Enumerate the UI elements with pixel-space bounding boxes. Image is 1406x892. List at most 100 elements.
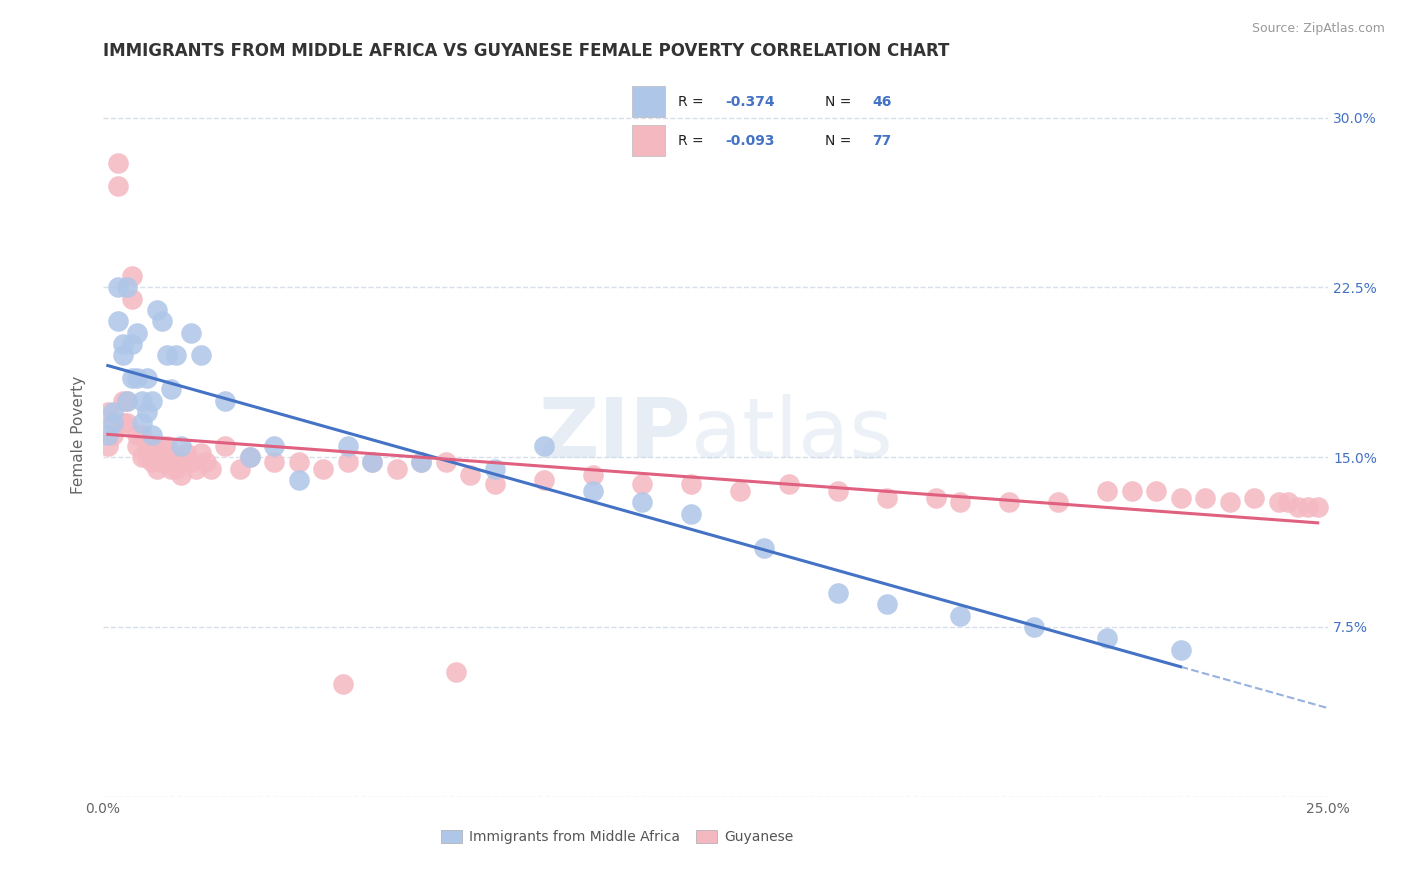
Point xyxy=(1047,495,1070,509)
Point xyxy=(1218,495,1240,509)
Point xyxy=(288,455,311,469)
Point xyxy=(679,507,702,521)
Point xyxy=(214,393,236,408)
Point xyxy=(136,439,159,453)
Point xyxy=(127,371,149,385)
Point xyxy=(101,427,124,442)
Point xyxy=(136,450,159,465)
Point xyxy=(101,405,124,419)
Point xyxy=(97,405,120,419)
Point xyxy=(827,586,849,600)
Point xyxy=(1267,495,1289,509)
Point xyxy=(484,461,506,475)
Point xyxy=(998,495,1021,509)
Point xyxy=(127,427,149,442)
Point xyxy=(336,455,359,469)
Point xyxy=(1277,495,1299,509)
Point xyxy=(165,461,187,475)
Point xyxy=(1170,491,1192,505)
Point xyxy=(141,393,163,408)
Point xyxy=(121,337,143,351)
Point xyxy=(1194,491,1216,505)
Point xyxy=(150,314,173,328)
Point xyxy=(434,455,457,469)
Point xyxy=(141,439,163,453)
Point xyxy=(184,461,207,475)
Point xyxy=(1296,500,1319,514)
Point xyxy=(180,326,202,340)
Point xyxy=(1022,620,1045,634)
Point xyxy=(190,348,212,362)
Point xyxy=(160,455,183,469)
Legend: Immigrants from Middle Africa, Guyanese: Immigrants from Middle Africa, Guyanese xyxy=(441,830,793,844)
Point xyxy=(101,417,124,431)
Point xyxy=(117,280,139,294)
Point xyxy=(582,468,605,483)
Point xyxy=(165,348,187,362)
Point xyxy=(101,417,124,431)
Point xyxy=(131,417,153,431)
Point xyxy=(949,495,972,509)
Text: ZIP: ZIP xyxy=(538,394,690,475)
Point xyxy=(194,455,217,469)
Point xyxy=(458,468,481,483)
Point xyxy=(165,450,187,465)
Point xyxy=(150,455,173,469)
Point xyxy=(1306,500,1329,514)
Point xyxy=(155,455,177,469)
Point xyxy=(107,156,129,170)
Point xyxy=(150,439,173,453)
Text: atlas: atlas xyxy=(690,394,893,475)
Point xyxy=(263,439,285,453)
Point xyxy=(174,446,197,460)
Point xyxy=(1095,484,1118,499)
Point xyxy=(1286,500,1309,514)
Point xyxy=(876,598,898,612)
Point xyxy=(111,417,134,431)
Point xyxy=(411,455,433,469)
Point xyxy=(117,417,139,431)
Point xyxy=(121,371,143,385)
Point xyxy=(239,450,262,465)
Point xyxy=(97,439,120,453)
Point xyxy=(170,455,193,469)
Point xyxy=(361,455,384,469)
Point xyxy=(111,348,134,362)
Point xyxy=(312,461,335,475)
Point xyxy=(754,541,776,555)
Point xyxy=(1121,484,1143,499)
Point xyxy=(876,491,898,505)
Point xyxy=(107,280,129,294)
Point xyxy=(160,461,183,475)
Point xyxy=(411,455,433,469)
Point xyxy=(533,473,555,487)
Point xyxy=(146,303,169,318)
Point xyxy=(155,348,177,362)
Point xyxy=(97,427,120,442)
Point xyxy=(728,484,751,499)
Point xyxy=(107,178,129,193)
Point xyxy=(131,427,153,442)
Point xyxy=(107,314,129,328)
Point xyxy=(141,427,163,442)
Point xyxy=(127,439,149,453)
Point xyxy=(170,439,193,453)
Point xyxy=(484,477,506,491)
Point xyxy=(141,455,163,469)
Point xyxy=(361,455,384,469)
Point xyxy=(121,269,143,284)
Point xyxy=(117,393,139,408)
Point xyxy=(288,473,311,487)
Point xyxy=(336,439,359,453)
Point xyxy=(1144,484,1167,499)
Point xyxy=(190,446,212,460)
Point xyxy=(131,450,153,465)
Point xyxy=(131,393,153,408)
Point xyxy=(200,461,222,475)
Point xyxy=(1095,632,1118,646)
Point xyxy=(239,450,262,465)
Point xyxy=(582,484,605,499)
Point xyxy=(136,371,159,385)
Point xyxy=(111,393,134,408)
Point xyxy=(385,461,408,475)
